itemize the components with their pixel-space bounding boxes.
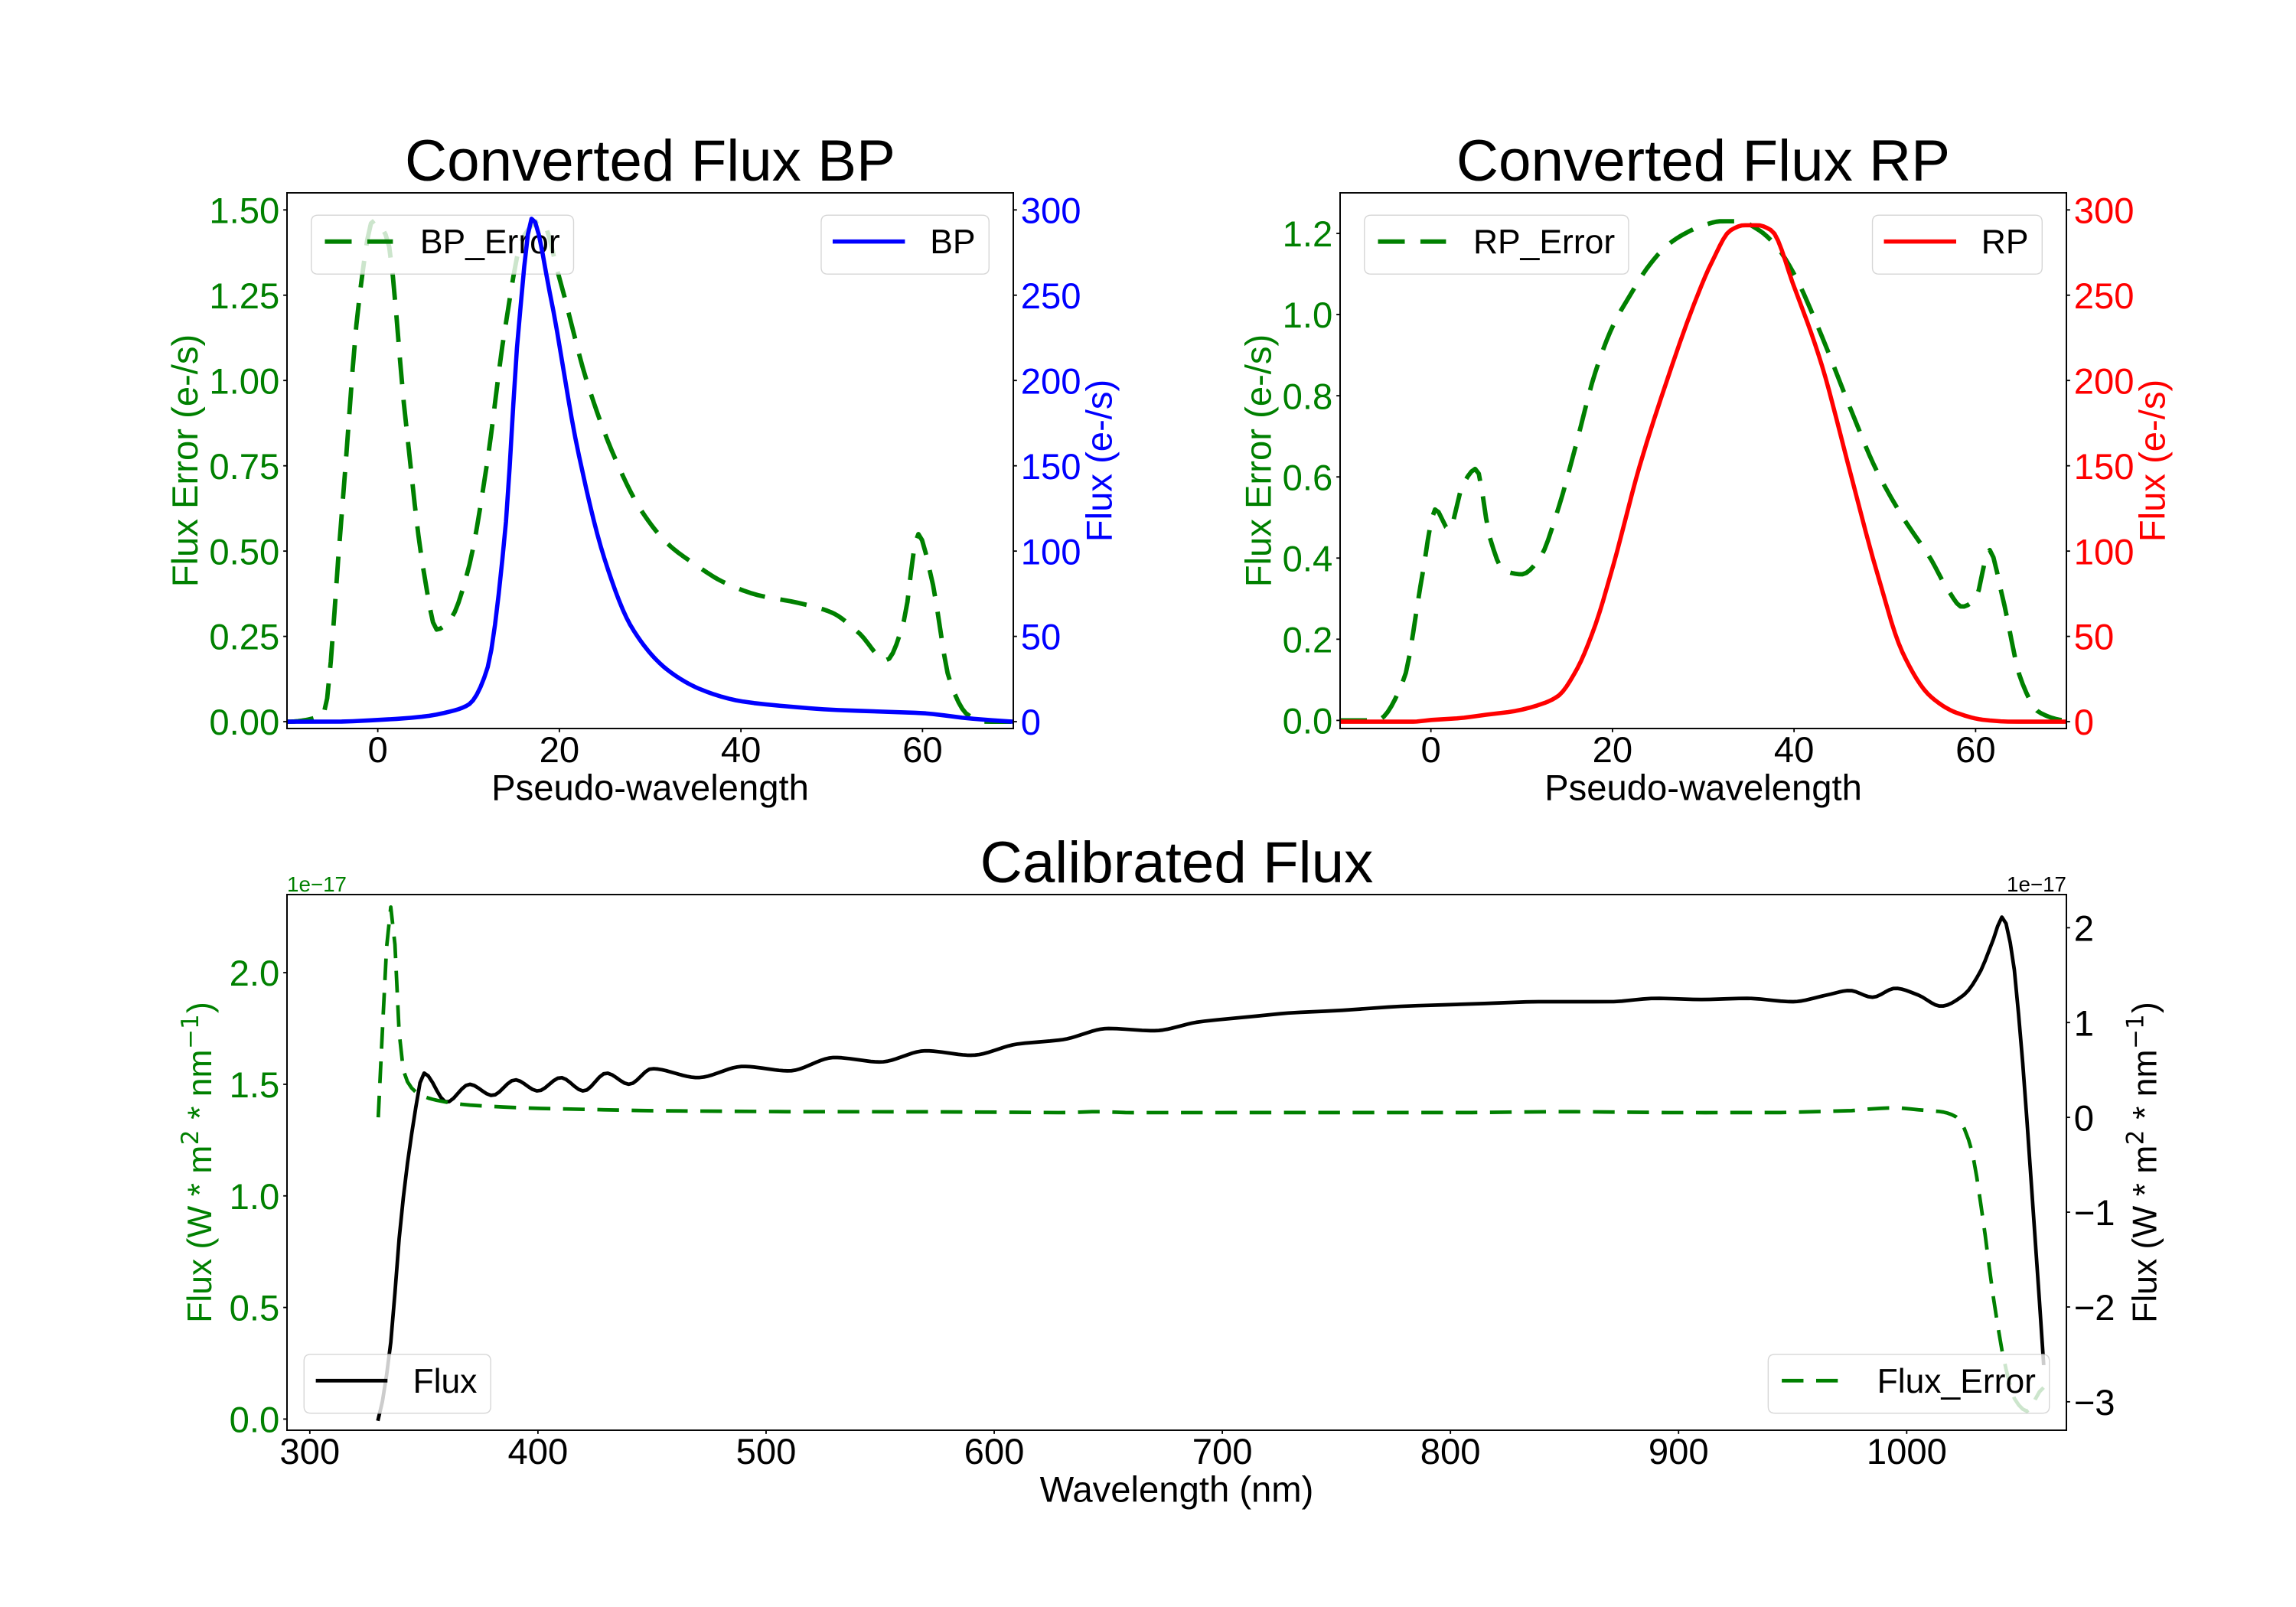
svg-text:0: 0 [1021, 702, 1041, 743]
svg-text:1: 1 [2074, 1003, 2094, 1044]
svg-text:Flux_Error: Flux_Error [1877, 1363, 2037, 1400]
svg-text:1.00: 1.00 [209, 361, 279, 402]
svg-text:2: 2 [2074, 908, 2094, 949]
svg-text:0: 0 [2074, 702, 2094, 743]
svg-text:0.4: 0.4 [1283, 539, 1333, 579]
svg-text:Flux Error (e-/s): Flux Error (e-/s) [165, 334, 206, 588]
svg-text:0.2: 0.2 [1283, 620, 1333, 660]
svg-text:300: 300 [2074, 191, 2135, 231]
svg-text:1.2: 1.2 [1283, 214, 1333, 255]
svg-text:0: 0 [1421, 730, 1441, 771]
svg-text:0.8: 0.8 [1283, 376, 1333, 417]
svg-text:RP: RP [1981, 223, 2029, 261]
svg-text:100: 100 [1021, 532, 1081, 572]
svg-text:800: 800 [1420, 1432, 1481, 1472]
svg-text:700: 700 [1192, 1432, 1253, 1472]
svg-text:0: 0 [2074, 1098, 2094, 1139]
svg-text:50: 50 [2074, 618, 2115, 658]
svg-text:0: 0 [367, 730, 387, 771]
svg-text:50: 50 [1021, 618, 1062, 658]
svg-text:2.0: 2.0 [230, 953, 280, 994]
svg-text:1.0: 1.0 [1283, 295, 1333, 336]
svg-text:150: 150 [1021, 447, 1081, 487]
svg-text:0.00: 0.00 [209, 702, 279, 743]
svg-text:250: 250 [1021, 276, 1081, 317]
svg-text:−1: −1 [2074, 1193, 2115, 1234]
svg-text:300: 300 [279, 1432, 340, 1472]
svg-text:1.5: 1.5 [230, 1065, 280, 1106]
svg-text:F l u x: F l u x ( W * m * n m ) 2 − 1 [177, 997, 219, 1323]
svg-text:Pseudo-wavelength: Pseudo-wavelength [1544, 768, 1862, 809]
svg-text:1.25: 1.25 [209, 276, 279, 317]
svg-text:40: 40 [1774, 730, 1815, 771]
svg-text:0.6: 0.6 [1283, 458, 1333, 498]
svg-text:0.75: 0.75 [209, 447, 279, 487]
svg-text:Flux: Flux [413, 1363, 477, 1400]
svg-text:Converted Flux RP: Converted Flux RP [1456, 129, 1950, 194]
svg-text:200: 200 [2074, 361, 2135, 402]
svg-text:400: 400 [507, 1432, 568, 1472]
svg-text:150: 150 [2074, 447, 2135, 487]
svg-text:RP_Error: RP_Error [1473, 223, 1615, 261]
svg-text:0.50: 0.50 [209, 532, 279, 572]
svg-text:Flux (e-/s): Flux (e-/s) [1079, 380, 1120, 542]
svg-text:60: 60 [1955, 730, 1996, 771]
svg-text:600: 600 [964, 1432, 1025, 1472]
svg-text:40: 40 [721, 730, 762, 771]
svg-text:200: 200 [1021, 361, 1081, 402]
svg-text:1.50: 1.50 [209, 191, 279, 231]
svg-text:Converted Flux BP: Converted Flux BP [405, 129, 895, 194]
svg-text:Flux Error (e-/s): Flux Error (e-/s) [1238, 334, 1279, 588]
svg-text:BP: BP [930, 223, 975, 261]
svg-text:20: 20 [1593, 730, 1633, 771]
svg-text:−3: −3 [2074, 1383, 2115, 1423]
svg-text:1e−17: 1e−17 [2007, 872, 2066, 896]
svg-text:Pseudo-wavelength: Pseudo-wavelength [491, 768, 809, 809]
svg-text:0.25: 0.25 [209, 618, 279, 658]
svg-text:500: 500 [736, 1432, 797, 1472]
svg-text:100: 100 [2074, 532, 2135, 572]
svg-text:Flux (e-/s): Flux (e-/s) [2132, 380, 2173, 542]
svg-text:20: 20 [540, 730, 580, 771]
svg-text:Wavelength (nm): Wavelength (nm) [1040, 1470, 1314, 1511]
svg-text:300: 300 [1021, 191, 1081, 231]
svg-text:60: 60 [902, 730, 943, 771]
svg-text:1000: 1000 [1867, 1432, 1947, 1472]
svg-text:Calibrated Flux: Calibrated Flux [980, 830, 1374, 895]
svg-text:250: 250 [2074, 276, 2135, 317]
svg-text:0.0: 0.0 [1283, 702, 1333, 742]
svg-text:0.0: 0.0 [230, 1400, 280, 1441]
svg-text:−2: −2 [2074, 1288, 2115, 1328]
svg-text:F l u x: F l u x ( W * m * n m ) 2 − 1 [2122, 997, 2164, 1323]
svg-text:900: 900 [1649, 1432, 1709, 1472]
svg-text:1e−17: 1e−17 [287, 872, 347, 896]
svg-text:1.0: 1.0 [230, 1177, 280, 1217]
svg-text:0.5: 0.5 [230, 1289, 280, 1329]
